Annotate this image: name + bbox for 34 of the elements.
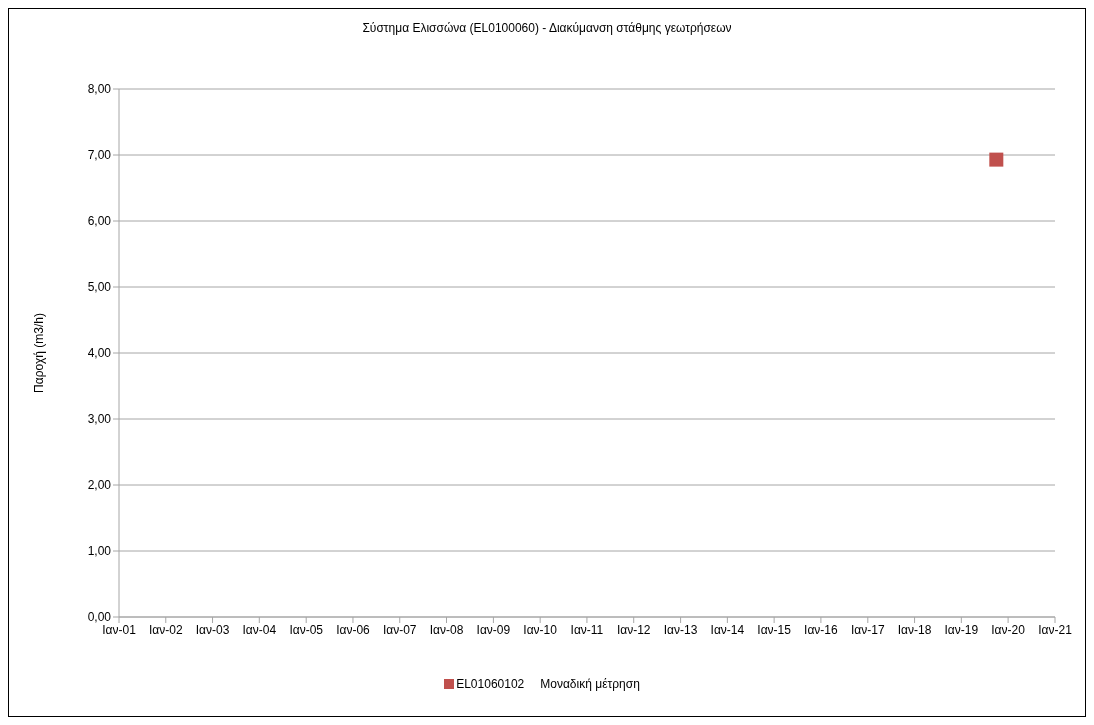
x-tick-label: Ιαν-11 — [570, 622, 604, 637]
x-tick-label: Ιαν-09 — [476, 622, 511, 637]
y-tick-label: 6,00 — [87, 214, 112, 229]
x-tick-label: Ιαν-14 — [710, 622, 745, 637]
x-tick-label: Ιαν-07 — [382, 622, 417, 637]
y-tick-label: 4,00 — [87, 346, 112, 361]
x-tick-label: Ιαν-03 — [195, 622, 230, 637]
text: Μοναδική μέτρηση — [540, 677, 640, 691]
y-tick-label: 0,00 — [87, 610, 112, 625]
x-tick-label: Ιαν-12 — [616, 622, 651, 637]
y-tick-label: 8,00 — [87, 82, 112, 97]
x-tick-label: Ιαν-15 — [757, 622, 792, 637]
x-tick-label: Ιαν-19 — [944, 622, 979, 637]
x-tick-label: Ιαν-10 — [523, 622, 558, 637]
y-tick-label: 2,00 — [87, 478, 112, 493]
x-tick-label: Ιαν-16 — [804, 622, 839, 637]
x-tick-label: Ιαν-01 — [102, 622, 137, 637]
x-tick-label: Ιαν-06 — [336, 622, 371, 637]
y-tick-label: 1,00 — [87, 544, 112, 559]
legend-label: EL01060102 — [456, 677, 525, 691]
x-tick-label: Ιαν-04 — [242, 622, 277, 637]
y-tick-label: 7,00 — [87, 148, 112, 163]
y-tick-label: 5,00 — [87, 280, 112, 295]
x-tick-label: Ιαν-21 — [1038, 622, 1073, 637]
x-tick-label: Ιαν-18 — [897, 622, 932, 637]
y-tick-label: 3,00 — [87, 412, 112, 427]
x-tick-label: Ιαν-08 — [429, 622, 464, 637]
x-tick-label: Ιαν-17 — [850, 622, 885, 637]
x-tick-label: Ιαν-02 — [148, 622, 183, 637]
chart-title: Σύστημα Ελισσώνα (EL0100060) - Διακύμανση στάθμης γεωτρήσεων — [361, 20, 733, 37]
x-tick-label: Ιαν-13 — [663, 622, 698, 637]
y-axis-title: Παροχή (m3/h) — [32, 313, 47, 393]
x-tick-label: Ιαν-20 — [991, 622, 1026, 637]
x-tick-label: Ιαν-05 — [289, 622, 324, 637]
